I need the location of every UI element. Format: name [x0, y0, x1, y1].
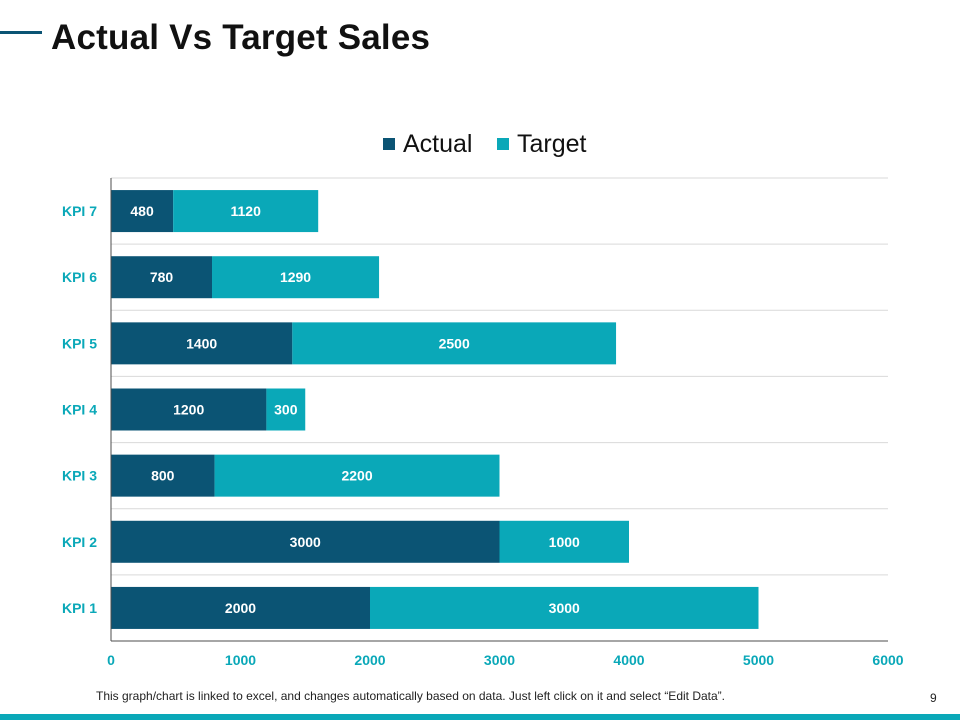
bar-target-kpi-4 — [266, 388, 306, 431]
bar-target-kpi-3 — [214, 454, 500, 497]
bar-target-kpi-2 — [499, 520, 629, 563]
data-label-actual: 2000 — [225, 600, 256, 616]
data-label-actual: 780 — [150, 269, 174, 285]
x-tick-label: 5000 — [743, 652, 774, 668]
data-label-actual: 1200 — [173, 402, 204, 418]
legend-swatch-actual — [383, 138, 395, 150]
page-number: 9 — [930, 691, 937, 705]
legend-swatch-target — [497, 138, 509, 150]
bar-target-kpi-6 — [212, 256, 380, 299]
bar-actual-kpi-3 — [111, 454, 215, 497]
footer-note: This graph/chart is linked to excel, and… — [96, 689, 725, 703]
data-label-actual: 3000 — [290, 534, 321, 550]
data-label-target: 300 — [274, 402, 298, 418]
page-title: Actual Vs Target Sales — [51, 18, 431, 57]
bar-actual-kpi-1 — [111, 586, 370, 629]
data-label-actual: 800 — [151, 468, 175, 484]
data-label-target: 1000 — [549, 534, 580, 550]
bottom-accent-bar — [0, 714, 960, 720]
data-label-target: 2200 — [341, 468, 372, 484]
legend-label-actual: Actual — [403, 130, 472, 158]
x-tick-label: 6000 — [872, 652, 903, 668]
x-tick-label: 1000 — [225, 652, 256, 668]
data-label-target: 3000 — [549, 600, 580, 616]
data-label-target: 2500 — [439, 335, 470, 351]
bar-target-kpi-5 — [292, 322, 617, 365]
data-label-actual: 480 — [130, 203, 154, 219]
category-label: KPI 3 — [62, 468, 97, 484]
bar-actual-kpi-2 — [111, 520, 500, 563]
category-label: KPI 7 — [62, 203, 97, 219]
x-tick-label: 0 — [107, 652, 115, 668]
bar-actual-kpi-6 — [111, 256, 213, 299]
category-label: KPI 6 — [62, 269, 97, 285]
legend-label-target: Target — [517, 130, 587, 158]
category-label: KPI 4 — [62, 402, 97, 418]
bar-actual-kpi-7 — [111, 190, 174, 233]
bar-target-kpi-7 — [173, 190, 319, 233]
category-label: KPI 2 — [62, 534, 97, 550]
category-label: KPI 1 — [62, 600, 97, 616]
bar-actual-kpi-5 — [111, 322, 293, 365]
data-label-target: 1290 — [280, 269, 311, 285]
x-tick-label: 3000 — [484, 652, 515, 668]
bar-actual-kpi-4 — [111, 388, 267, 431]
category-label: KPI 5 — [62, 335, 97, 351]
data-label-target: 1120 — [230, 203, 261, 219]
x-tick-label: 2000 — [354, 652, 385, 668]
bar-target-kpi-1 — [370, 586, 759, 629]
title-accent-line — [0, 31, 42, 34]
x-tick-label: 4000 — [613, 652, 644, 668]
data-label-actual: 1400 — [186, 335, 217, 351]
